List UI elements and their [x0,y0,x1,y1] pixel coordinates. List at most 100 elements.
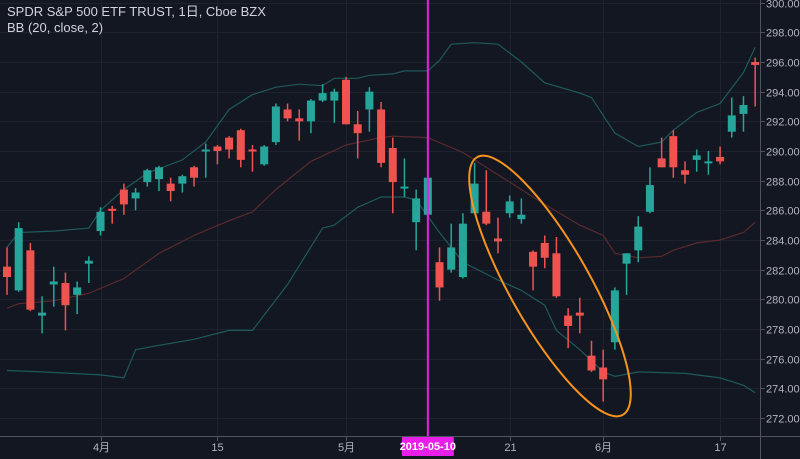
candle-up [306,99,315,134]
candle-body [178,176,187,184]
price-tick-label: 290.00 [766,147,800,159]
candle-body [260,146,269,165]
candle-down [61,272,70,331]
candle-body [435,262,444,288]
candle-body [739,105,748,114]
candle-up [645,167,654,214]
candle-body [669,136,678,168]
candle-up [84,256,93,283]
candle-body [751,62,760,65]
candle-down [236,128,245,168]
candle-body [365,91,374,110]
candle-down [669,130,678,178]
candle-down [493,217,502,254]
candle-body [645,185,654,212]
candle-body [692,155,701,160]
candle-up [318,84,327,103]
price-tick-label: 282.00 [766,266,800,278]
candle-up [271,103,280,146]
candle-up [201,143,210,178]
candle-body [704,161,713,164]
time-tick-label: 4月 [93,442,110,454]
candle-down [283,103,292,122]
candle-body [342,79,351,125]
candle-up [178,174,187,193]
candle-body [318,93,327,101]
candle-body [610,290,619,343]
candle-body [716,156,725,162]
candle-body [447,247,456,270]
price-tick-label: 298.00 [766,28,800,40]
candle-body [575,312,584,316]
candle-up [634,216,643,263]
candle-down [540,235,549,269]
candle-body [154,167,163,180]
price-tick-label: 296.00 [766,58,800,70]
candle-body [552,253,561,297]
time-tick-label: 5月 [338,442,355,454]
candle-body [470,183,479,214]
price-tick-label: 276.00 [766,355,800,367]
candle-body [295,118,304,122]
candle-down [248,145,257,172]
time-tick-label: 17 [714,442,726,454]
candle-down [3,247,11,295]
time-axis[interactable]: 4月 15 5月 21 6月 17 [93,436,727,454]
candle-up [131,188,140,211]
candle-up [96,207,105,236]
candle-body [306,100,315,122]
candle-body [271,106,280,143]
candle-up [400,158,409,197]
candle-down [681,161,690,184]
candle-down [295,109,304,141]
candle-down [377,102,386,168]
candle-down [213,145,222,165]
crosshair-date-badge: 2019-05-10 [400,437,456,456]
candle-up [143,168,152,187]
candle-up [622,253,631,295]
candle-down [751,57,760,107]
candle-body [388,148,397,183]
price-tick-label: 292.00 [766,117,800,129]
candle-body [482,211,491,224]
candle-body [529,251,538,267]
candle-down [564,308,573,349]
candle-body [681,170,690,175]
candle-down [342,76,351,125]
candle-up [505,195,514,218]
candle-down [529,250,538,291]
candle-body [505,201,514,214]
bollinger-lower-band [6,196,756,394]
price-axis[interactable]: 272.00 274.00 276.00 278.00 280.00 282.00 284.… [760,0,800,426]
trend-annotation-ellipse[interactable] [442,137,657,434]
price-axis-bg [760,0,800,436]
candle-body [634,226,643,251]
candle-body [599,367,608,380]
price-tick-label: 278.00 [766,325,800,337]
time-tick-label: 21 [504,442,516,454]
candle-body [26,250,35,310]
bollinger-bands [6,42,756,394]
candle-down [587,340,596,372]
candle-body [248,149,257,152]
price-tick-label: 286.00 [766,206,800,218]
price-tick-label: 274.00 [766,384,800,396]
symbol-title[interactable]: SPDR S&P 500 ETF TRUST, 1日, Cboe BZX [7,4,266,19]
candles [3,57,760,402]
candle-up [412,189,421,251]
candle-up [260,145,269,166]
candle-down [435,247,444,301]
grid [0,0,760,436]
indicator-label[interactable]: BB (20, close, 2) [7,20,104,35]
candle-body [412,198,421,223]
candle-down [716,146,725,165]
bollinger-basis-line [6,135,756,309]
candle-down [599,349,608,402]
candle-body [540,242,549,258]
candle-body [587,355,596,371]
candle-body [108,208,117,211]
candle-up [470,162,479,214]
candle-up [365,87,374,132]
candle-body [236,130,245,160]
